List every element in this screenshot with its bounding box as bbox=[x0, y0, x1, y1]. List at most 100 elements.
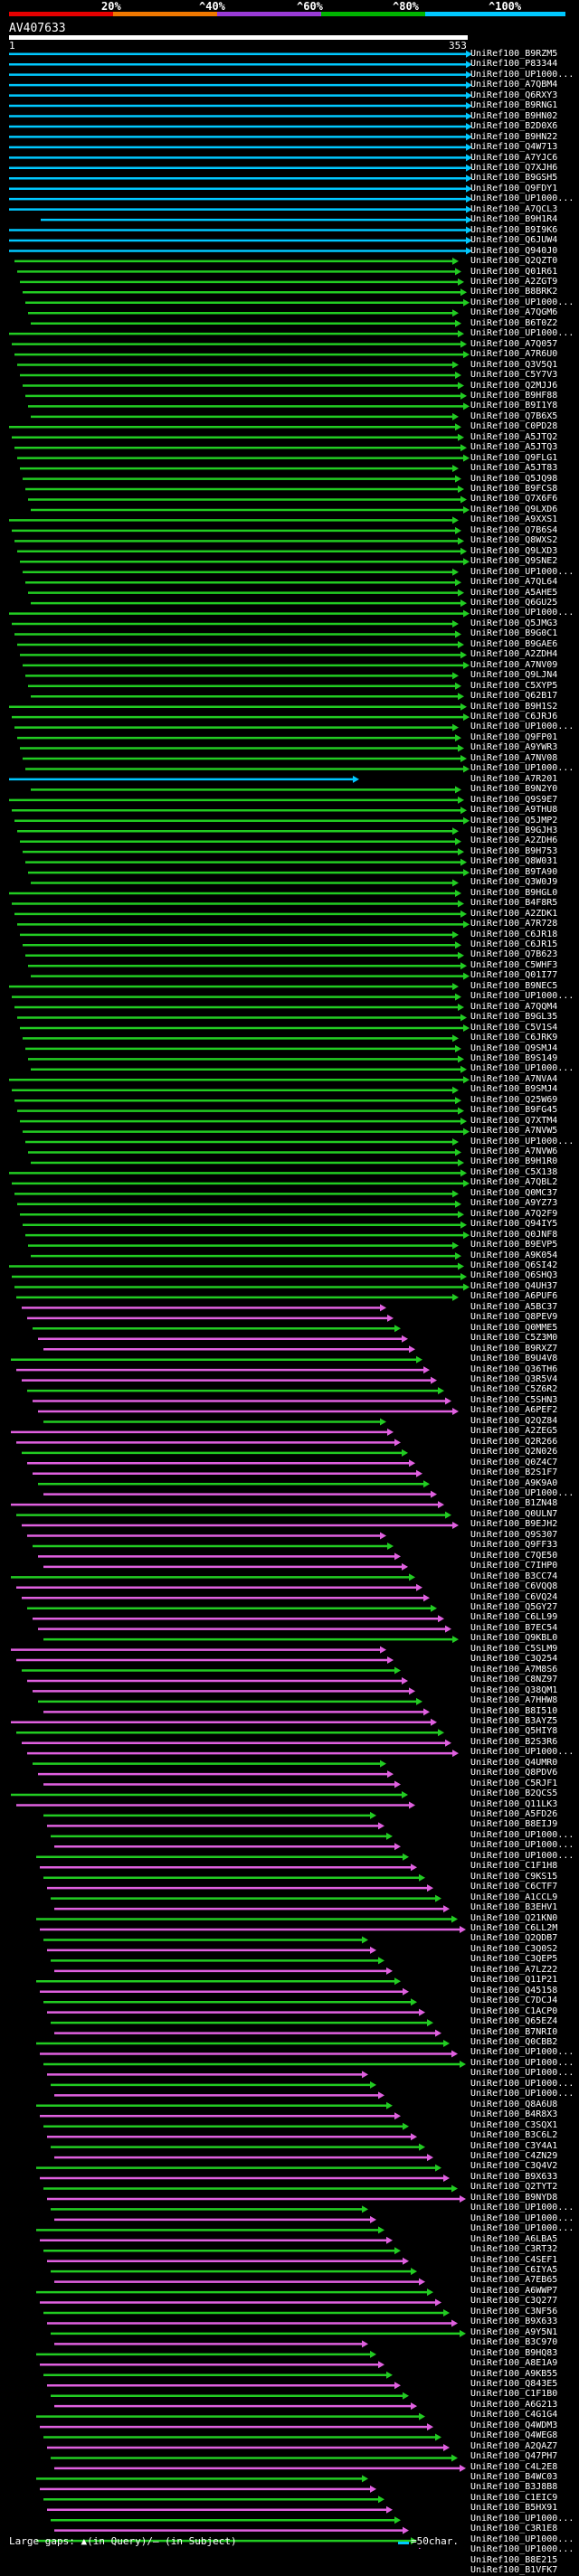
hit-label[interactable]: UniRef100_C6JRK9 bbox=[470, 1033, 558, 1043]
hit-label[interactable]: UniRef100_C6CTF7 bbox=[470, 1882, 558, 1892]
hit-label[interactable]: UniRef100_Q9FF33 bbox=[470, 1540, 558, 1551]
hit-label[interactable]: UniRef100_C9KS15 bbox=[470, 1871, 558, 1882]
hit-label[interactable]: UniRef100_A7QBL2 bbox=[470, 1177, 558, 1188]
hit-label[interactable]: UniRef100_B9HN02 bbox=[470, 110, 558, 121]
hit-label[interactable]: UniRef100_A9YZ73 bbox=[470, 1198, 558, 1209]
hit-label[interactable]: UniRef100_Q9LJN4 bbox=[470, 670, 558, 681]
hit-label[interactable]: UniRef100_B9RNG1 bbox=[470, 100, 558, 111]
hit-label[interactable]: UniRef100_Q3W0J9 bbox=[470, 877, 558, 888]
hit-label[interactable]: UniRef100_Q0JNF8 bbox=[470, 1229, 558, 1240]
hit-label[interactable]: UniRef100_UP1000... bbox=[470, 2078, 574, 2089]
hit-label[interactable]: UniRef100_A5JT83 bbox=[470, 463, 558, 474]
hit-label[interactable]: UniRef100_B9HF88 bbox=[470, 390, 558, 401]
hit-label[interactable]: UniRef100_C1ACP0 bbox=[470, 2005, 558, 2016]
hit-label[interactable]: UniRef100_Q4UMR0 bbox=[470, 1757, 558, 1768]
hit-label[interactable]: UniRef100_C3NF56 bbox=[470, 2306, 558, 2317]
hit-label[interactable]: UniRef100_Q0MME5 bbox=[470, 1322, 558, 1333]
hit-label[interactable]: UniRef100_C5SLM9 bbox=[470, 1643, 558, 1654]
hit-label[interactable]: UniRef100_B9I1Y8 bbox=[470, 401, 558, 411]
hit-label[interactable]: UniRef100_UP1000... bbox=[470, 1840, 574, 1851]
hit-label[interactable]: UniRef100_B9X633 bbox=[470, 2171, 558, 2182]
hit-label[interactable]: UniRef100_B9N2Y0 bbox=[470, 784, 558, 795]
hit-label[interactable]: UniRef100_UP1000... bbox=[470, 2057, 574, 2068]
hit-label[interactable]: UniRef100_C5SHN3 bbox=[470, 1394, 558, 1405]
hit-label[interactable]: UniRef100_UP1000... bbox=[470, 1487, 574, 1498]
hit-label[interactable]: UniRef100_Q4WEG8 bbox=[470, 2430, 558, 2441]
hit-label[interactable]: UniRef100_Q36TH6 bbox=[470, 1363, 558, 1374]
hit-label[interactable]: UniRef100_C6LL2M bbox=[470, 1923, 558, 1934]
hit-label[interactable]: UniRef100_Q7B623 bbox=[470, 949, 558, 960]
hit-label[interactable]: UniRef100_B9FCS8 bbox=[470, 484, 558, 495]
hit-label[interactable]: UniRef100_A8E1A9 bbox=[470, 2358, 558, 2369]
hit-label[interactable]: UniRef100_B9FG45 bbox=[470, 1105, 558, 1116]
hit-label[interactable]: UniRef100_B9GJH3 bbox=[470, 825, 558, 835]
hit-label[interactable]: UniRef100_A6LBA5 bbox=[470, 2233, 558, 2244]
hit-label[interactable]: UniRef100_B4WC03 bbox=[470, 2472, 558, 2483]
hit-label[interactable]: UniRef100_B9I9K6 bbox=[470, 224, 558, 235]
hit-label[interactable]: UniRef100_B3EHV1 bbox=[470, 1902, 558, 1913]
hit-label[interactable]: UniRef100_B5HX91 bbox=[470, 2503, 558, 2514]
hit-label[interactable]: UniRef100_A7NVW6 bbox=[470, 1146, 558, 1157]
hit-label[interactable]: UniRef100_A7LZ22 bbox=[470, 1964, 558, 1975]
hit-label[interactable]: UniRef100_Q11P21 bbox=[470, 1975, 558, 1986]
hit-label[interactable]: UniRef100_UP1000... bbox=[470, 1136, 574, 1146]
hit-label[interactable]: UniRef100_B1VFK7 bbox=[470, 2565, 558, 2576]
hit-label[interactable]: UniRef100_UP1000... bbox=[470, 2047, 574, 2058]
hit-label[interactable]: UniRef100_C4L2E8 bbox=[470, 2461, 558, 2472]
hit-label[interactable]: UniRef100_Q9FDY1 bbox=[470, 183, 558, 193]
hit-label[interactable]: UniRef100_C1F1B0 bbox=[470, 2389, 558, 2400]
hit-label[interactable]: UniRef100_B3AYZ5 bbox=[470, 1715, 558, 1726]
hit-label[interactable]: UniRef100_Q01R61 bbox=[470, 266, 558, 277]
hit-label[interactable]: UniRef100_C3Q0S2 bbox=[470, 1943, 558, 1954]
hit-label[interactable]: UniRef100_Q2R266 bbox=[470, 1436, 558, 1447]
hit-label[interactable]: UniRef100_A5FD26 bbox=[470, 1809, 558, 1820]
hit-label[interactable]: UniRef100_B9S149 bbox=[470, 1052, 558, 1063]
hit-label[interactable]: UniRef100_Q38QM1 bbox=[470, 1684, 558, 1695]
hit-label[interactable]: UniRef100_B1ZN48 bbox=[470, 1498, 558, 1509]
hit-label[interactable]: UniRef100_Q3R5V4 bbox=[470, 1374, 558, 1384]
hit-label[interactable]: UniRef100_Q7X6F6 bbox=[470, 494, 558, 505]
hit-label[interactable]: UniRef100_C1EIC9 bbox=[470, 2492, 558, 2503]
hit-label[interactable]: UniRef100_B9TA90 bbox=[470, 866, 558, 877]
hit-label[interactable]: UniRef100_P83344 bbox=[470, 59, 558, 70]
hit-label[interactable]: UniRef100_Q2QZ84 bbox=[470, 1415, 558, 1426]
hit-label[interactable]: UniRef100_Q11LK3 bbox=[470, 1798, 558, 1809]
hit-label[interactable]: UniRef100_Q0CBB2 bbox=[470, 2037, 558, 2047]
hit-label[interactable]: UniRef100_Q0MC37 bbox=[470, 1187, 558, 1198]
hit-label[interactable]: UniRef100_B8BRK2 bbox=[470, 287, 558, 297]
hit-label[interactable]: UniRef100_C5V1S4 bbox=[470, 1022, 558, 1033]
hit-label[interactable]: UniRef100_UP1000... bbox=[470, 1063, 574, 1074]
hit-label[interactable]: UniRef100_B9H1R4 bbox=[470, 214, 558, 225]
hit-label[interactable]: UniRef100_A6WWP7 bbox=[470, 2285, 558, 2296]
hit-label[interactable]: UniRef100_Q5JMP2 bbox=[470, 815, 558, 826]
hit-label[interactable]: UniRef100_B2D0X6 bbox=[470, 121, 558, 132]
hit-label[interactable]: UniRef100_C6JRJ6 bbox=[470, 712, 558, 722]
hit-label[interactable]: UniRef100_C5XYP5 bbox=[470, 680, 558, 691]
hit-label[interactable]: UniRef100_UP1000... bbox=[470, 297, 574, 307]
hit-label[interactable]: UniRef100_B3J8B8 bbox=[470, 2482, 558, 2493]
hit-label[interactable]: UniRef100_B8EIJ9 bbox=[470, 1819, 558, 1830]
hit-label[interactable]: UniRef100_A7NVA4 bbox=[470, 1073, 558, 1084]
hit-label[interactable]: UniRef100_Q21KN0 bbox=[470, 1912, 558, 1923]
hit-label[interactable]: UniRef100_A9XXS1 bbox=[470, 514, 558, 525]
hit-label[interactable]: UniRef100_B9G0C1 bbox=[470, 628, 558, 639]
hit-label[interactable]: UniRef100_UP1000... bbox=[470, 1850, 574, 1861]
hit-label[interactable]: UniRef100_A7QBM4 bbox=[470, 80, 558, 90]
hit-label[interactable]: UniRef100_C8NZ97 bbox=[470, 1675, 558, 1685]
hit-label[interactable]: UniRef100_B2S3R6 bbox=[470, 1736, 558, 1747]
hit-label[interactable]: UniRef100_UP1000... bbox=[470, 566, 574, 577]
hit-label[interactable]: UniRef100_C3Q4V2 bbox=[470, 2161, 558, 2172]
hit-label[interactable]: UniRef100_B9EJH2 bbox=[470, 1519, 558, 1530]
hit-label[interactable]: UniRef100_Q2TYT2 bbox=[470, 2182, 558, 2193]
hit-label[interactable]: UniRef100_B4F8R5 bbox=[470, 898, 558, 909]
hit-label[interactable]: UniRef100_Q5JMG3 bbox=[470, 618, 558, 628]
hit-label[interactable]: UniRef100_UP1000... bbox=[470, 2513, 574, 2524]
hit-label[interactable]: UniRef100_Q8W031 bbox=[470, 856, 558, 867]
hit-label[interactable]: UniRef100_B9U4V8 bbox=[470, 1354, 558, 1364]
hit-label[interactable]: UniRef100_Q94IY5 bbox=[470, 1219, 558, 1230]
hit-label[interactable]: UniRef100_Q940J0 bbox=[470, 245, 558, 256]
hit-label[interactable]: UniRef100_Q4W713 bbox=[470, 142, 558, 153]
hit-label[interactable]: UniRef100_A9K054 bbox=[470, 1250, 558, 1260]
hit-label[interactable]: UniRef100_C3Q277 bbox=[470, 2296, 558, 2307]
hit-label[interactable]: UniRef100_Q45158 bbox=[470, 1985, 558, 1996]
